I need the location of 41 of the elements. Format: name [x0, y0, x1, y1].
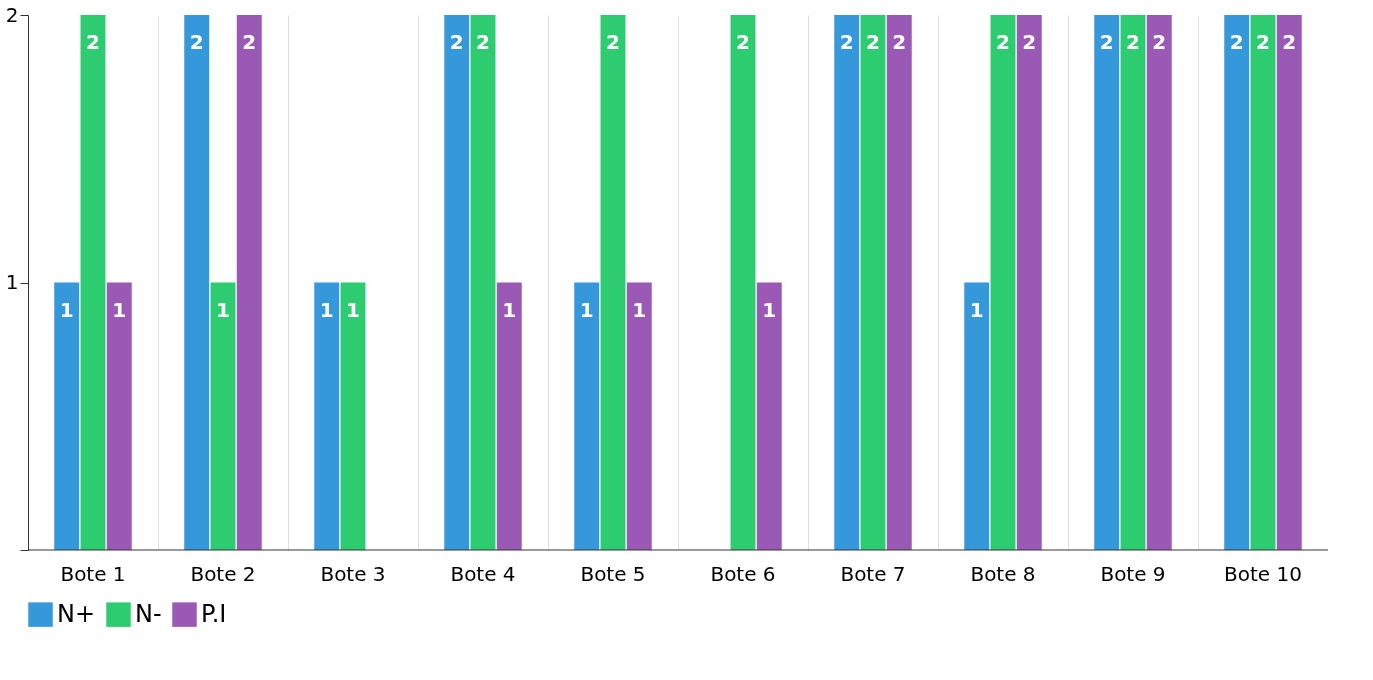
- data-label: 1: [346, 297, 360, 322]
- data-label: 2: [892, 30, 907, 54]
- x-tick-label: Bote 5: [580, 561, 646, 586]
- data-label: 2: [866, 30, 880, 54]
- x-tick-label: Bote 2: [190, 561, 256, 586]
- data-label: 2: [606, 30, 620, 54]
- data-label: 2: [839, 30, 854, 54]
- data-label: 1: [632, 297, 647, 322]
- data-label: 2: [1282, 30, 1297, 54]
- data-label: 1: [502, 297, 517, 322]
- data-label: 1: [762, 297, 777, 322]
- x-tick-label: Bote 3: [320, 561, 386, 586]
- legend-label: P.I: [201, 599, 227, 628]
- data-label: 2: [1152, 30, 1167, 54]
- data-label: 2: [1126, 30, 1140, 54]
- data-label: 1: [59, 297, 74, 322]
- x-tick-label: Bote 4: [450, 561, 516, 586]
- legend-label: N+: [57, 599, 96, 628]
- data-label: 2: [242, 30, 257, 54]
- x-tick-label: Bote 7: [840, 561, 906, 586]
- x-tick-label: Bote 8: [970, 561, 1036, 586]
- data-label: 2: [1229, 30, 1244, 54]
- data-label: 1: [579, 297, 594, 322]
- data-label: 2: [1256, 30, 1270, 54]
- data-label: 1: [969, 297, 984, 322]
- x-tick-label: Bote 6: [710, 561, 776, 586]
- x-tick-label: Bote 10: [1224, 561, 1302, 586]
- data-label: 2: [189, 30, 204, 54]
- data-label: 1: [216, 297, 230, 322]
- data-label: 1: [319, 297, 334, 322]
- x-tick-label: Bote 1: [60, 561, 126, 586]
- data-label: 2: [1022, 30, 1037, 54]
- data-label: 2: [996, 30, 1010, 54]
- data-label: 2: [736, 30, 750, 54]
- data-label: 2: [1099, 30, 1114, 54]
- data-label: 1: [112, 297, 127, 322]
- data-label: 2: [449, 30, 464, 54]
- data-label: 2: [476, 30, 490, 54]
- legend-label: N-: [135, 599, 162, 628]
- x-tick-label: Bote 9: [1100, 561, 1166, 586]
- data-label: 2: [86, 30, 100, 54]
